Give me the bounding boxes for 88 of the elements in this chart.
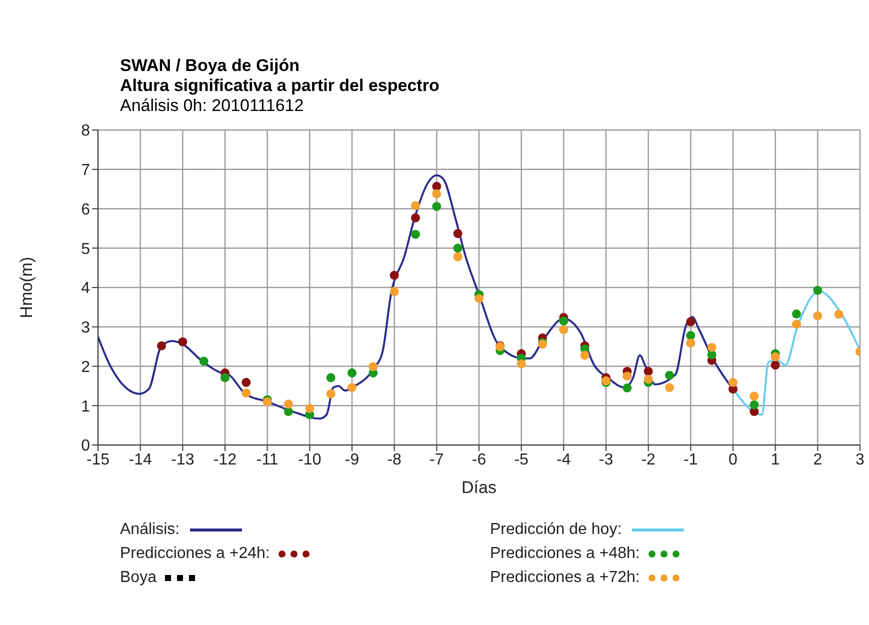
chart-title: SWAN / Boya de Gijón <box>120 56 300 76</box>
y-tick-label: 6 <box>81 201 90 218</box>
point <box>664 370 674 380</box>
point <box>410 201 420 210</box>
x-axis-title: Días <box>462 478 496 497</box>
point <box>644 366 653 376</box>
x-tick-label: -8 <box>387 451 402 468</box>
point <box>474 294 484 304</box>
x-tick-label: -9 <box>344 451 360 468</box>
point <box>750 400 759 410</box>
point <box>347 383 357 392</box>
point <box>199 356 208 366</box>
point <box>242 378 251 387</box>
x-tick-label: -2 <box>641 451 656 468</box>
x-tick-label: -1 <box>684 451 698 468</box>
point <box>220 373 230 382</box>
y-tick-label: 7 <box>81 162 90 180</box>
legend-label: Predicciones a +24h: <box>120 545 270 563</box>
point <box>834 310 844 319</box>
point <box>432 189 442 198</box>
x-tick-label: 0 <box>728 451 738 468</box>
point <box>453 229 462 238</box>
point <box>410 213 420 222</box>
point <box>559 316 568 326</box>
x-tick-label: -4 <box>556 451 571 468</box>
point <box>813 311 822 320</box>
point <box>622 383 632 392</box>
point <box>622 372 632 381</box>
y-tick-label: 3 <box>81 320 90 337</box>
point <box>516 359 526 368</box>
point <box>686 317 696 326</box>
y-tick-label: 1 <box>81 398 90 416</box>
point <box>453 244 462 253</box>
point <box>284 400 294 409</box>
point <box>707 342 716 352</box>
legend-label: Predicción de hoy: <box>490 521 622 539</box>
x-tick-label: 2 <box>813 451 822 468</box>
x-tick-label: -13 <box>171 451 194 468</box>
x-tick-label: 3 <box>856 451 865 468</box>
point <box>326 389 336 398</box>
point <box>664 383 674 392</box>
point <box>305 404 314 413</box>
point <box>770 360 780 370</box>
point <box>792 320 802 329</box>
x-tick-label: -5 <box>514 451 529 468</box>
point <box>453 252 462 262</box>
y-tick-label: 8 <box>81 122 90 140</box>
point <box>347 368 357 378</box>
point <box>410 230 420 239</box>
y-axis-title: Hmo(m) <box>17 256 36 318</box>
point <box>284 407 294 416</box>
y-tick-label: 5 <box>81 240 90 258</box>
legend-label: Predicciones a +72h: <box>490 569 640 587</box>
point <box>368 362 378 372</box>
point <box>644 374 653 384</box>
point <box>559 325 568 334</box>
text: Análisis 0h: 2010111612 <box>120 96 305 116</box>
legend-label: Predicciones a +48h: <box>490 545 640 563</box>
x-tick-label: -7 <box>430 451 444 468</box>
point <box>390 270 399 280</box>
x-tick-label: -3 <box>598 451 614 468</box>
point <box>178 337 188 346</box>
x-tick-label: -6 <box>472 451 486 468</box>
point <box>432 202 442 211</box>
point <box>750 392 759 401</box>
x-tick-label: 1 <box>770 451 780 468</box>
y-tick-label: 2 <box>81 358 90 376</box>
point <box>707 350 716 360</box>
x-tick-label: -14 <box>128 451 152 468</box>
point <box>156 341 166 350</box>
legend-label: Boya <box>120 569 156 587</box>
chart-subtitle: Altura significativa a partir del espectro <box>120 76 440 96</box>
x-tick-label: -11 <box>256 451 278 468</box>
x-tick-label: -10 <box>298 451 322 468</box>
legend-label: Análisis: <box>120 521 180 539</box>
point <box>792 309 802 318</box>
point <box>770 352 780 362</box>
point <box>686 331 696 340</box>
point <box>813 286 822 295</box>
x-tick-label: -12 <box>213 451 237 468</box>
point <box>728 378 738 387</box>
y-tick-label: 4 <box>81 280 90 298</box>
point <box>390 286 399 296</box>
point <box>326 373 336 382</box>
point <box>432 182 442 191</box>
point <box>242 388 251 398</box>
point <box>686 338 696 348</box>
point <box>580 350 590 360</box>
